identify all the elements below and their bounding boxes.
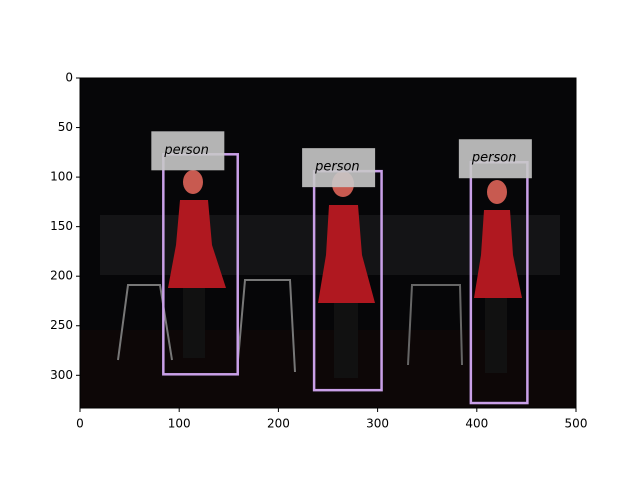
y-tick-label: 150 [50, 219, 73, 233]
label-background [458, 139, 532, 179]
chair [117, 284, 173, 361]
box-label: person [163, 143, 209, 158]
box-label: person [314, 160, 360, 175]
box-label: person [471, 151, 517, 166]
label-background [151, 131, 225, 171]
x-tick-label: 400 [465, 417, 488, 431]
label-background [302, 148, 376, 188]
chair [237, 279, 296, 373]
y-tick-label: 200 [50, 269, 73, 283]
axes-frame [79, 77, 577, 409]
y-tick-label: 0 [65, 71, 73, 85]
y-tick-label: 250 [50, 318, 73, 332]
photo [80, 78, 576, 408]
x-tick-label: 500 [565, 417, 588, 431]
x-tick-label: 200 [267, 417, 290, 431]
chair [407, 284, 463, 366]
y-tick-label: 50 [58, 120, 73, 134]
x-tick-label: 300 [366, 417, 389, 431]
x-tick-label: 100 [168, 417, 191, 431]
y-tick-label: 100 [50, 170, 73, 184]
x-tick-label: 0 [76, 417, 84, 431]
y-tick-label: 300 [50, 368, 73, 382]
